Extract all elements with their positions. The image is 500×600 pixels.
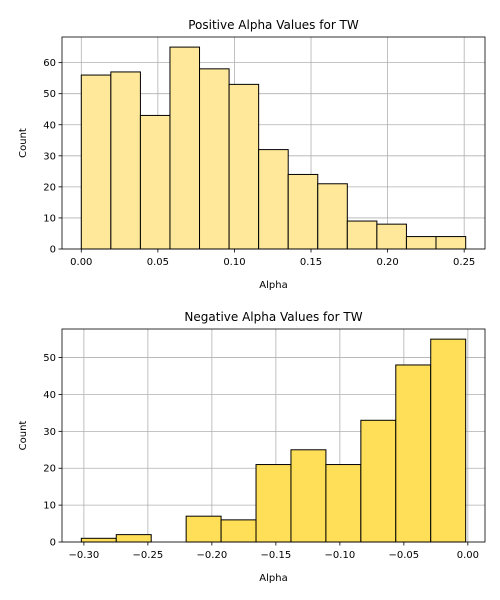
positive-y-axis-label: Count [18, 128, 29, 158]
positive-x-tick-label: 0.20 [376, 257, 398, 268]
negative-histogram-bar [325, 464, 362, 543]
negative-x-tick-label: −0.15 [261, 550, 292, 561]
positive-histogram-bar [228, 83, 260, 250]
negative-histogram-bar [395, 364, 432, 543]
negative-histogram-bar [115, 534, 152, 543]
positive-y-tick-label: 40 [43, 120, 56, 131]
positive-histogram-bar [405, 236, 437, 250]
negative-y-axis-label: Count [18, 421, 29, 451]
negative-x-axis-label: Alpha [259, 573, 287, 584]
negative-histogram-bar [290, 449, 327, 543]
positive-y-tick-label: 10 [43, 213, 56, 224]
positive-x-axis-label: Alpha [259, 280, 287, 291]
negative-x-tick-label: −0.25 [133, 550, 164, 561]
positive-x-tick-label: 0.05 [147, 257, 169, 268]
negative-x-tick-label: −0.20 [197, 550, 228, 561]
positive-y-tick-label: 20 [43, 182, 56, 193]
positive-axes-frame [61, 36, 486, 250]
negative-histogram-bar [430, 338, 467, 543]
negative-histogram-bar [255, 464, 292, 543]
negative-histogram-panel: −0.30 −0.25 −0.20 −0.15 −0.10 −0.05 0.00 0 10 20 3… [18, 310, 486, 584]
negative-histogram-bar [185, 515, 222, 543]
negative-y-tick-label: 40 [43, 390, 56, 401]
positive-histogram-bar [346, 220, 378, 250]
positive-histogram-panel: 0.00 0.05 0.10 0.15 0.20 0.25 0 10 20 30 40 50 60 Pos… [18, 18, 486, 291]
negative-y-tick-label: 0 [50, 538, 56, 549]
negative-histogram-bar [80, 537, 117, 543]
positive-x-tick-label: 0.00 [70, 257, 92, 268]
negative-y-tick-label: 10 [43, 501, 56, 512]
positive-histogram-bar [435, 236, 467, 250]
negative-y-tick-label: 20 [43, 464, 56, 475]
positive-histogram-bar [376, 223, 407, 250]
positive-x-tick-label: 0.25 [453, 257, 475, 268]
positive-x-tick-label: 0.15 [300, 257, 322, 268]
negative-histogram-bar [360, 419, 397, 543]
positive-y-tick-label: 30 [43, 151, 56, 162]
negative-chart-title: Negative Alpha Values for TW [184, 310, 362, 324]
positive-histogram-bar [199, 68, 230, 250]
negative-x-tick-label: −0.30 [69, 550, 100, 561]
negative-x-tick-label: 0.00 [457, 550, 479, 561]
negative-histogram-bar [220, 519, 257, 543]
negative-y-tick-label: 30 [43, 427, 56, 438]
positive-histogram-bar [287, 173, 319, 250]
positive-y-tick-label: 50 [43, 89, 56, 100]
negative-x-tick-label: −0.05 [389, 550, 420, 561]
positive-histogram-bar [258, 149, 289, 250]
positive-histogram-bar [110, 71, 141, 250]
positive-chart-title: Positive Alpha Values for TW [188, 18, 359, 32]
negative-axes-frame [61, 328, 486, 543]
positive-y-tick-label: 0 [50, 245, 56, 256]
negative-x-tick-label: −0.10 [325, 550, 356, 561]
positive-histogram-bar [317, 183, 348, 250]
positive-y-tick-label: 60 [43, 58, 56, 69]
positive-histogram-bar [169, 46, 201, 250]
positive-histogram-bar [80, 74, 112, 250]
positive-x-tick-label: 0.10 [223, 257, 245, 268]
negative-y-tick-label: 50 [43, 353, 56, 364]
positive-histogram-bar [139, 114, 171, 250]
